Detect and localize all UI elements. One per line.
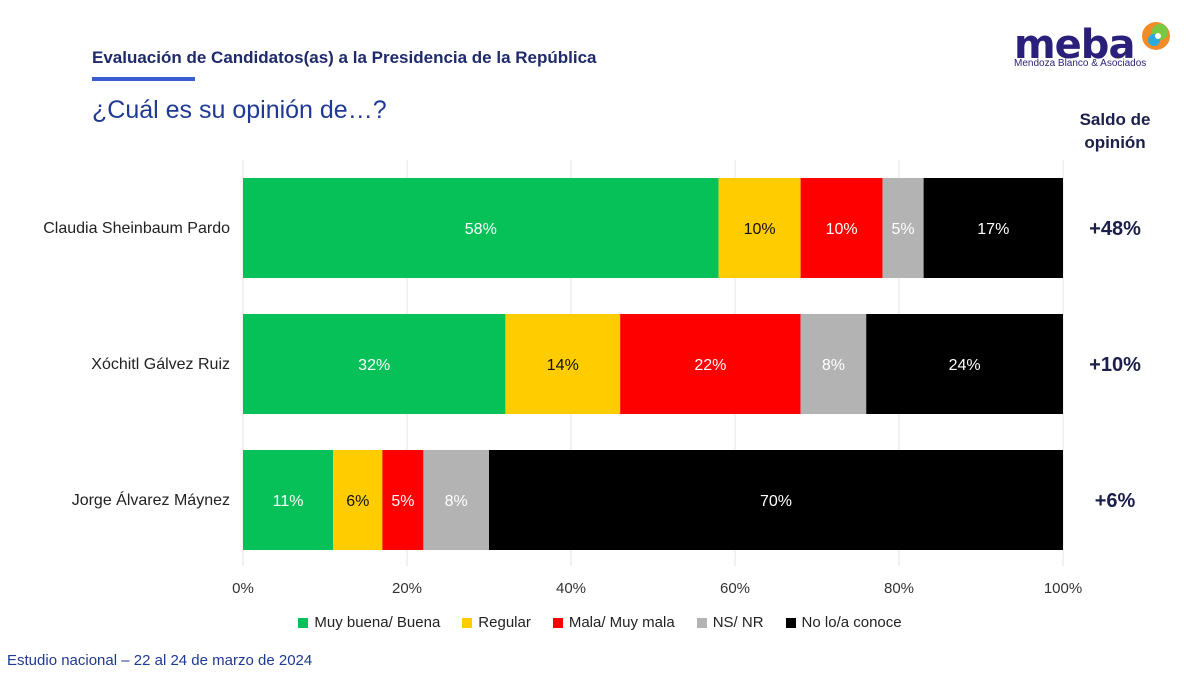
data-label: 58% [465,221,497,238]
legend-item: Muy buena/ Buena [298,614,440,631]
legend-item: Regular [462,614,531,631]
legend-item: NS/ NR [696,614,764,631]
logo-wordmark: meba [1014,22,1135,68]
legend-item: No lo/a conoce [785,614,902,631]
x-tick-label: 40% [556,580,586,597]
saldo-header: Saldo de opinión [1079,110,1151,152]
bar-segment [882,178,924,278]
x-tick-label: 60% [720,580,750,597]
legend-swatch [552,617,563,628]
legend-swatch [298,617,309,628]
data-label: 5% [892,221,915,238]
bar-segment [800,314,867,414]
legend: Muy buena/ Buena Regular Mala/ Muy mala NS/… [0,614,1200,631]
legend-swatch [462,617,473,628]
bar-segment [866,314,1063,414]
data-label: 24% [949,357,981,374]
x-tick-label: 20% [392,580,422,597]
bar-segment [243,178,719,278]
legend-label: NS/ NR [712,614,764,631]
bar-segment [243,450,334,550]
saldo-value: +48% [1089,218,1141,240]
logo-tagline: Mendoza Blanco & Asociados [1014,58,1147,69]
category-label: Xóchitl Gálvez Ruiz [91,356,230,373]
legend-label: Regular [478,614,531,631]
saldo-value: +10% [1089,354,1141,376]
data-label: 6% [346,493,369,510]
legend-label: Muy buena/ Buena [314,614,441,631]
bar-segment [800,178,883,278]
bar-segment [718,178,801,278]
study-footer: Estudio nacional – 22 al 24 de marzo de … [7,652,313,669]
data-label: 8% [445,493,468,510]
legend-swatch [785,617,796,628]
data-label: 11% [273,493,304,510]
meba-logo: meba Mendoza Blanco & Asociados [1008,18,1170,74]
bar-segment [333,450,383,550]
x-tick-label: 0% [232,580,254,597]
data-label: 14% [547,357,579,374]
data-label: 17% [977,221,1009,238]
title-underline [92,77,195,81]
legend-label: Mala/ Muy mala [568,614,675,631]
x-tick-label: 80% [884,580,914,597]
bar-segment [489,450,1063,550]
data-label: 22% [694,357,726,374]
chart-title: Evaluación de Candidatos(as) a la Presid… [92,48,597,67]
bar-segment [382,450,424,550]
legend-item: Mala/ Muy mala [552,614,675,631]
saldo-value: +6% [1095,490,1136,512]
data-label: 8% [822,357,845,374]
category-label: Jorge Álvarez Máynez [72,490,230,509]
bar-segment [505,314,621,414]
bar-segment [923,178,1063,278]
category-label: Claudia Sheinbaum Pardo [43,220,230,237]
logo-mark-icon [1142,22,1170,50]
x-tick-label: 100% [1044,580,1082,597]
bar-segment [620,314,801,414]
data-label: 10% [744,221,776,238]
data-label: 10% [826,221,858,238]
data-label: 70% [760,493,792,510]
bar-segment [243,314,506,414]
question-subtitle: ¿Cuál es su opinión de…? [92,96,387,124]
legend-swatch [696,617,707,628]
legend-label: No lo/a conoce [801,614,902,631]
bar-segment [423,450,489,550]
data-label: 32% [358,357,390,374]
data-label: 5% [391,493,414,510]
